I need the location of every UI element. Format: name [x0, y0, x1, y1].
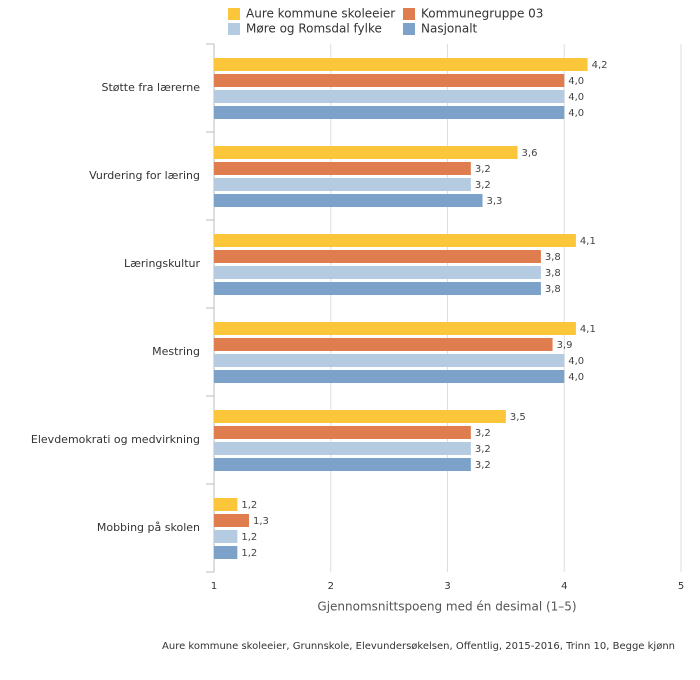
bar: [214, 162, 471, 175]
value-label: 3,2: [475, 180, 491, 191]
value-label: 3,8: [545, 284, 561, 295]
bar: [214, 250, 541, 263]
value-label: 4,0: [568, 92, 584, 103]
value-label: 3,2: [475, 444, 491, 455]
value-label: 4,0: [568, 372, 584, 383]
value-label: 3,8: [545, 252, 561, 263]
y-tick-label: Mestring: [152, 345, 200, 358]
legend-swatch: [403, 23, 415, 35]
legend-swatch: [228, 8, 240, 20]
footnote: Aure kommune skoleeier, Grunnskole, Elev…: [162, 641, 675, 652]
bar: [214, 266, 541, 279]
bar: [214, 146, 518, 159]
legend-label: Aure kommune skoleeier: [246, 7, 395, 21]
x-axis-label: Gjennomsnittspoeng med én desimal (1–5): [317, 600, 576, 614]
legend-swatch: [403, 8, 415, 20]
bar: [214, 338, 553, 351]
bar: [214, 178, 471, 191]
value-label: 3,2: [475, 164, 491, 175]
bar: [214, 370, 565, 383]
value-label: 1,2: [241, 532, 257, 543]
bar: [214, 442, 471, 455]
value-label: 4,2: [592, 60, 608, 71]
value-label: 3,2: [475, 428, 491, 439]
legend-label: Møre og Romsdal fylke: [246, 22, 382, 36]
bar: [214, 458, 471, 471]
y-tick-label: Elevdemokrati og medvirkning: [31, 433, 200, 446]
legend-label: Nasjonalt: [421, 22, 478, 36]
bar: [214, 234, 576, 247]
bar: [214, 194, 483, 207]
y-tick-label: Vurdering for læring: [89, 169, 200, 182]
value-label: 4,0: [568, 108, 584, 119]
x-tick-label: 3: [444, 581, 450, 592]
bar: [214, 426, 471, 439]
value-label: 3,9: [557, 340, 573, 351]
value-label: 4,0: [568, 76, 584, 87]
x-tick-label: 1: [211, 581, 217, 592]
value-label: 4,1: [580, 236, 596, 247]
value-label: 4,0: [568, 356, 584, 367]
bar: [214, 74, 565, 87]
bar: [214, 530, 238, 543]
y-tick-label: Læringskultur: [124, 257, 201, 270]
bar: [214, 498, 238, 511]
value-label: 3,3: [487, 196, 503, 207]
y-tick-label: Støtte fra lærerne: [101, 81, 200, 94]
y-tick-label: Mobbing på skolen: [97, 521, 200, 534]
value-label: 4,1: [580, 324, 596, 335]
x-tick-label: 5: [678, 581, 684, 592]
value-label: 3,6: [522, 148, 538, 159]
x-tick-label: 2: [328, 581, 334, 592]
value-label: 3,5: [510, 412, 526, 423]
bar: [214, 410, 506, 423]
value-label: 1,2: [241, 500, 257, 511]
bar: [214, 58, 588, 71]
x-tick-label: 4: [561, 581, 567, 592]
legend-swatch: [228, 23, 240, 35]
bar: [214, 282, 541, 295]
bar: [214, 354, 565, 367]
value-label: 3,2: [475, 460, 491, 471]
bar: [214, 90, 565, 103]
bar: [214, 106, 565, 119]
value-label: 1,2: [241, 548, 257, 559]
bar: [214, 322, 576, 335]
bar: [214, 546, 238, 559]
value-label: 1,3: [253, 516, 269, 527]
bar: [214, 514, 250, 527]
legend-label: Kommunegruppe 03: [421, 7, 543, 21]
value-label: 3,8: [545, 268, 561, 279]
